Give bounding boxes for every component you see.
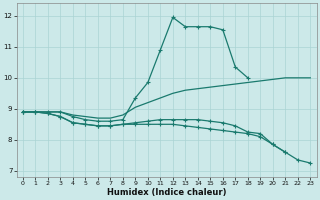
X-axis label: Humidex (Indice chaleur): Humidex (Indice chaleur) bbox=[107, 188, 226, 197]
